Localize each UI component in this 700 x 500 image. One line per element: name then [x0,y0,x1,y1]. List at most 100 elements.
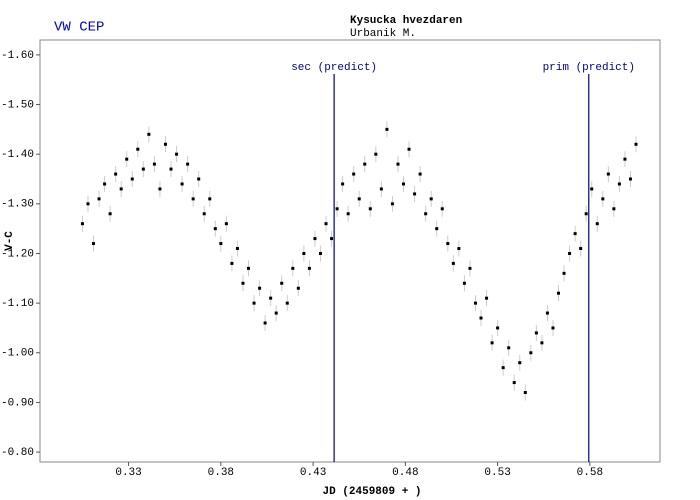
y-tick-label: -1.50 [1,99,34,111]
point [341,182,345,186]
point [119,187,123,191]
y-tick-label: -1.30 [1,199,34,211]
point [285,301,289,305]
point [402,182,406,186]
point [158,187,162,191]
point [568,251,572,255]
point [551,326,555,330]
point [258,286,262,290]
point [379,187,383,191]
point [235,247,239,251]
point [385,127,389,131]
x-tick-label: 0.33 [115,467,141,479]
point [601,197,605,201]
point [241,281,245,285]
point [357,197,361,201]
point [468,266,472,270]
point [501,366,505,370]
point [490,341,494,345]
point [92,242,96,246]
prediction-label: sec (predict) [291,62,377,74]
x-tick-label: 0.58 [577,467,603,479]
point [230,261,234,265]
point [130,177,134,181]
point [507,346,511,350]
point [368,207,372,211]
header: Kysucka hvezdaren [350,15,462,27]
x-tick-label: 0.38 [208,467,234,479]
point [197,177,201,181]
point [108,212,112,216]
point [330,237,334,241]
point [296,286,300,290]
point [269,296,273,300]
point [80,222,84,226]
y-tick-label: -1.10 [1,298,34,310]
x-tick-label: 0.43 [300,467,326,479]
point [180,182,184,186]
point [462,281,466,285]
y-tick-label: -1.20 [1,248,34,260]
point [224,222,228,226]
point [617,182,621,186]
point [579,247,583,251]
x-tick-label: 0.48 [392,467,418,479]
point [523,390,527,394]
point [352,172,356,176]
point [97,197,101,201]
y-tick-label: -0.90 [1,397,34,409]
point [440,207,444,211]
point [103,182,107,186]
x-axis-label: JD (2459809 + ) [322,486,421,498]
point [208,197,212,201]
point [429,197,433,201]
x-tick-label: 0.53 [484,467,510,479]
point [540,341,544,345]
point [584,212,588,216]
point [512,381,516,385]
point [141,167,145,171]
point [219,242,223,246]
point [557,291,561,295]
point [302,251,306,255]
prediction-label: prim (predict) [543,62,635,74]
point [628,177,632,181]
point [263,321,267,325]
plot-frame [39,39,661,463]
point [396,162,400,166]
y-tick-label: -1.40 [1,149,34,161]
point [147,132,151,136]
point [307,266,311,270]
point [280,281,284,285]
point [634,142,638,146]
point [623,157,627,161]
point [479,316,483,320]
y-tick-label: -0.80 [1,447,34,459]
point [175,152,179,156]
point [186,162,190,166]
point [496,326,500,330]
point [529,351,533,355]
point [595,222,599,226]
point [374,152,378,156]
point [152,162,156,166]
point [457,247,461,251]
point [606,172,610,176]
point [169,167,173,171]
point [485,296,489,300]
point [407,147,411,151]
y-axis-label: V-C [4,231,16,251]
point [86,202,90,206]
point [346,212,350,216]
point [247,266,251,270]
point [390,202,394,206]
point [534,331,538,335]
point [274,311,278,315]
point [473,301,477,305]
point [612,207,616,211]
point [573,232,577,236]
point [191,197,195,201]
point [324,222,328,226]
point [451,261,455,265]
